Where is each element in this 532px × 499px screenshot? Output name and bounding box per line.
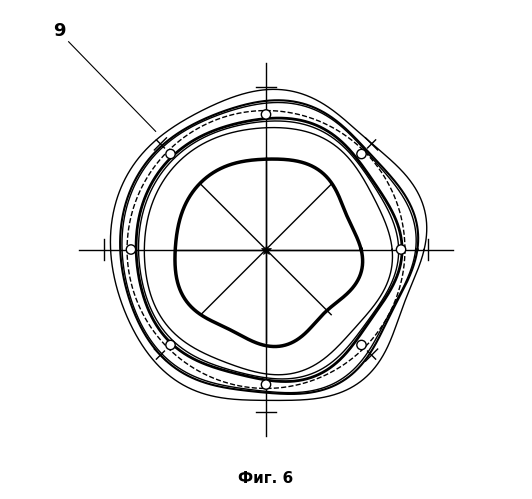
Circle shape [166, 340, 175, 350]
Circle shape [396, 245, 406, 254]
Circle shape [357, 149, 366, 159]
Circle shape [261, 110, 271, 119]
Circle shape [357, 340, 366, 350]
Text: 9: 9 [53, 22, 65, 40]
Circle shape [126, 245, 136, 254]
Circle shape [166, 149, 175, 159]
Circle shape [261, 380, 271, 389]
Text: Фиг. 6: Фиг. 6 [238, 471, 294, 486]
